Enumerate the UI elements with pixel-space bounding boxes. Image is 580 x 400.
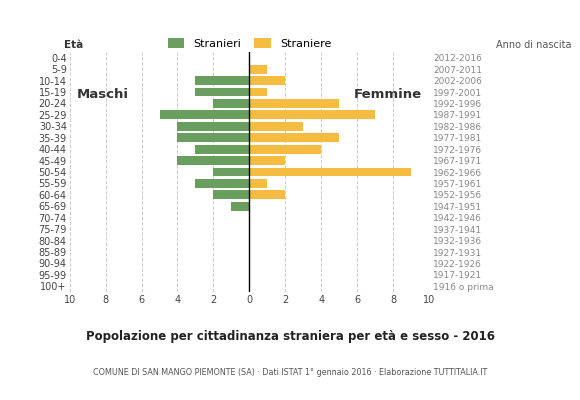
Bar (177, 156, 249, 165)
Bar (249, 168, 411, 176)
Text: Femmine: Femmine (354, 88, 422, 101)
Bar (249, 179, 267, 188)
Bar (160, 110, 249, 119)
Bar (213, 168, 249, 176)
Bar (195, 179, 249, 188)
Bar (249, 88, 267, 96)
Text: Maschi: Maschi (77, 88, 129, 101)
Bar (249, 76, 285, 85)
Bar (249, 110, 375, 119)
Bar (249, 122, 303, 131)
Bar (249, 145, 321, 154)
Bar (213, 99, 249, 108)
Text: Età: Età (64, 40, 84, 50)
Bar (249, 65, 267, 74)
Legend: Stranieri, Straniere: Stranieri, Straniere (163, 34, 336, 53)
Bar (249, 190, 285, 199)
Text: Anno di nascita: Anno di nascita (496, 40, 571, 50)
Bar (195, 76, 249, 85)
Bar (249, 99, 339, 108)
Bar (195, 145, 249, 154)
Bar (231, 202, 249, 211)
Bar (177, 122, 249, 131)
Text: COMUNE DI SAN MANGO PIEMONTE (SA) · Dati ISTAT 1° gennaio 2016 · Elaborazione TU: COMUNE DI SAN MANGO PIEMONTE (SA) · Dati… (93, 368, 487, 377)
Bar (195, 88, 249, 96)
Bar (213, 190, 249, 199)
Bar (177, 133, 249, 142)
Bar (249, 156, 285, 165)
Text: Popolazione per cittadinanza straniera per età e sesso - 2016: Popolazione per cittadinanza straniera p… (85, 330, 495, 343)
Bar (249, 133, 339, 142)
